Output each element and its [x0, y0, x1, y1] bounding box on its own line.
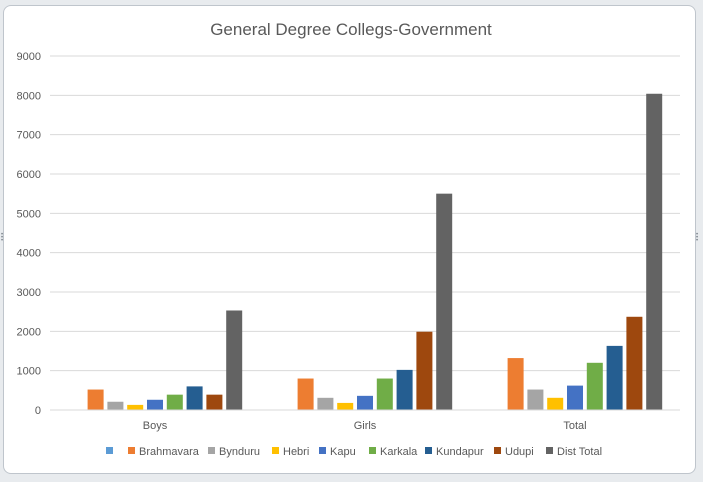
y-axis: 0 1000 2000 3000 4000 5000 6000 7000 8000 9000 [17, 51, 41, 417]
bar[interactable] [507, 358, 524, 410]
legend-label: Udupi [505, 446, 534, 458]
legend-swatch [425, 447, 432, 454]
resize-handle-right[interactable]: • • • [696, 232, 699, 244]
x-tick-label: Girls [354, 420, 377, 432]
bar[interactable] [87, 389, 104, 410]
bar[interactable] [376, 378, 393, 410]
bar[interactable] [586, 362, 603, 410]
gridlines [50, 55, 680, 411]
bar[interactable] [317, 397, 334, 410]
resize-handle-left[interactable]: • • • [1, 232, 4, 244]
legend-swatch [319, 447, 326, 454]
legend-swatch [208, 447, 215, 454]
legend-label: Bynduru [219, 446, 260, 458]
bar[interactable] [297, 378, 314, 410]
bar[interactable] [436, 193, 453, 410]
y-tick-label: 5000 [17, 208, 41, 220]
bar[interactable] [166, 394, 183, 410]
bar[interactable] [626, 316, 643, 410]
bar[interactable] [567, 385, 583, 410]
bar[interactable] [147, 399, 163, 410]
legend: Brahmavara Bynduru Hebri Kapu Karkala Kundapu… [106, 446, 602, 458]
bars [87, 93, 663, 410]
y-tick-label: 8000 [17, 90, 41, 102]
bar[interactable] [606, 345, 623, 410]
bar[interactable] [127, 404, 144, 410]
y-tick-label: 3000 [17, 287, 41, 299]
y-tick-label: 7000 [17, 130, 41, 142]
bar[interactable] [396, 369, 413, 410]
legend-label: Dist Total [557, 446, 602, 458]
bar[interactable] [547, 397, 564, 410]
legend-swatch [546, 447, 553, 454]
x-tick-label: Boys [143, 420, 168, 432]
bar[interactable] [107, 401, 124, 410]
x-axis: Boys Girls Total [50, 409, 680, 432]
legend-swatch [128, 447, 135, 454]
bar[interactable] [337, 402, 354, 410]
chart-title: General Degree Collegs-Government [210, 20, 492, 39]
bar[interactable] [206, 394, 223, 410]
legend-label: Brahmavara [139, 446, 200, 458]
bar[interactable] [527, 389, 544, 410]
bar[interactable] [416, 331, 433, 410]
bar[interactable] [186, 386, 203, 410]
y-tick-label: 1000 [17, 366, 41, 378]
bar[interactable] [646, 93, 663, 410]
y-tick-label: 0 [35, 405, 41, 417]
legend-swatch [272, 447, 279, 454]
y-tick-label: 6000 [17, 169, 41, 181]
legend-label: Kundapur [436, 446, 484, 458]
legend-swatch [106, 447, 113, 454]
y-tick-label: 4000 [17, 248, 41, 260]
legend-label: Hebri [283, 446, 309, 458]
y-tick-label: 2000 [17, 326, 41, 338]
y-tick-label: 9000 [17, 51, 41, 63]
legend-swatch [369, 447, 376, 454]
x-tick-label: Total [563, 420, 586, 432]
bar[interactable] [226, 310, 243, 410]
legend-label: Karkala [380, 446, 418, 458]
bar[interactable] [357, 395, 373, 410]
legend-swatch [494, 447, 501, 454]
legend-label: Kapu [330, 446, 356, 458]
